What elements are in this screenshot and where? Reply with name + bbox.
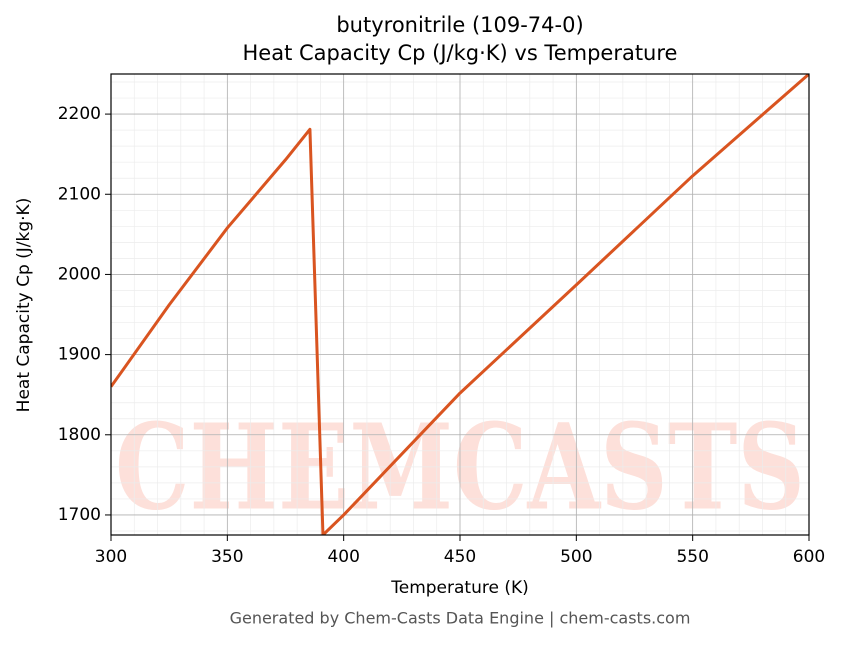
- y-tick-label: 1900: [58, 345, 101, 365]
- chart-title: butyronitrile (109-74-0): [336, 13, 583, 37]
- x-tick-label: 350: [211, 547, 243, 567]
- y-axis-label: Heat Capacity Cp (J/kg·K): [14, 198, 34, 413]
- data-line: [111, 74, 809, 535]
- y-tick-label: 1700: [58, 505, 101, 525]
- x-tick-label: 500: [560, 547, 592, 567]
- plot-frame: [110, 73, 810, 536]
- chart-subtitle: Heat Capacity Cp (J/kg·K) vs Temperature: [243, 41, 678, 65]
- y-tick-label: 2100: [58, 184, 101, 204]
- x-tick-label: 300: [95, 547, 127, 567]
- y-tick-label: 1800: [58, 425, 101, 445]
- x-axis-label: Temperature (K): [390, 578, 529, 598]
- y-tick-label: 2200: [58, 104, 101, 124]
- footer: Generated by Chem-Casts Data Engine | ch…: [230, 609, 691, 628]
- x-tick-label: 600: [793, 547, 825, 567]
- y-tick-label: 2000: [58, 264, 101, 284]
- x-tick-label: 450: [444, 547, 476, 567]
- x-tick-label: 400: [327, 547, 359, 567]
- x-tick-label: 550: [676, 547, 708, 567]
